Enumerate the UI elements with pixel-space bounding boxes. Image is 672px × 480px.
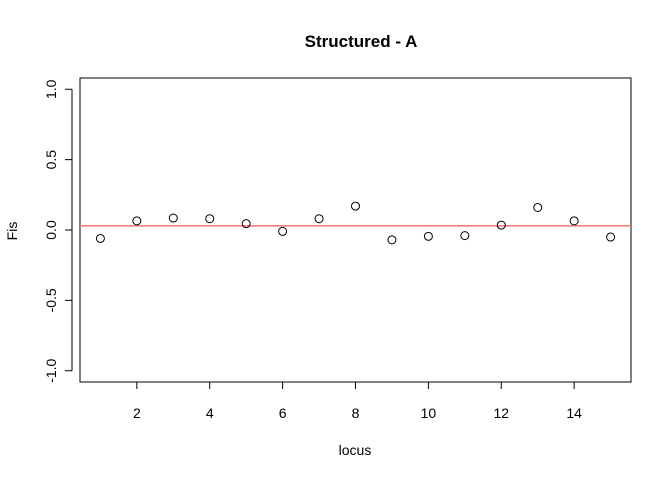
data-point [496, 220, 506, 230]
x-tick-label: 12 [493, 405, 509, 421]
data-point [278, 226, 288, 236]
y-tick-label: -0.5 [43, 288, 59, 312]
y-tick-label: 0.0 [43, 220, 59, 240]
x-tick-label: 2 [133, 405, 141, 421]
y-tick-label: 0.5 [43, 150, 59, 170]
data-point [533, 202, 543, 212]
x-tick-label: 6 [279, 405, 287, 421]
y-tick-label: 1.0 [43, 79, 59, 99]
data-point [241, 219, 251, 229]
x-tick-label: 8 [352, 405, 360, 421]
y-axis: -1.0 -0.5 0.0 0.5 1.0 [43, 79, 73, 383]
x-tick-label: 4 [206, 405, 214, 421]
data-point [606, 232, 616, 242]
x-tick-label: 14 [566, 405, 582, 421]
data-point [95, 233, 105, 243]
data-point [168, 213, 178, 223]
data-point [423, 231, 433, 241]
data-point [387, 235, 397, 245]
data-point [351, 201, 360, 211]
x-axis-label: locus [339, 442, 372, 458]
plot-frame [79, 77, 632, 383]
data-point [569, 216, 579, 226]
x-axis: 2 4 6 8 10 12 14 [133, 381, 582, 421]
y-axis-label: Fis [4, 222, 20, 241]
data-point [132, 216, 142, 226]
data-point [205, 214, 215, 224]
x-tick-label: 10 [421, 405, 437, 421]
y-tick-label: -1.0 [43, 358, 59, 382]
data-points [95, 201, 616, 245]
data-point [314, 214, 324, 224]
data-point [460, 231, 470, 241]
chart-title: Structured - A [305, 32, 418, 51]
